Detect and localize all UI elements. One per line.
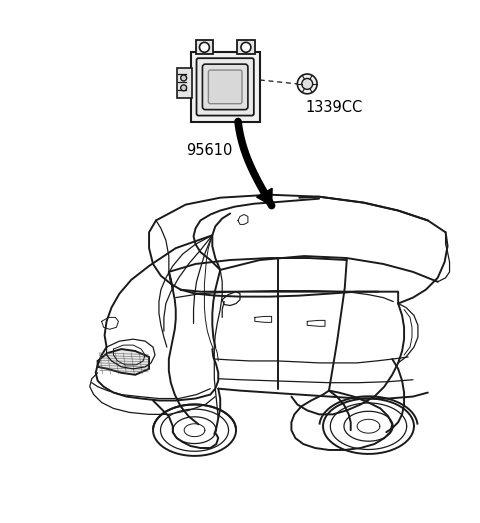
Circle shape xyxy=(302,78,312,89)
Circle shape xyxy=(180,85,187,91)
FancyBboxPatch shape xyxy=(195,40,213,54)
Text: 95610: 95610 xyxy=(186,143,232,158)
FancyBboxPatch shape xyxy=(191,52,260,121)
Circle shape xyxy=(241,42,251,52)
Circle shape xyxy=(180,75,187,81)
FancyBboxPatch shape xyxy=(208,70,242,104)
Circle shape xyxy=(200,42,209,52)
Polygon shape xyxy=(97,349,149,375)
Circle shape xyxy=(297,74,317,94)
FancyBboxPatch shape xyxy=(196,58,254,116)
FancyBboxPatch shape xyxy=(177,68,192,98)
Polygon shape xyxy=(257,188,272,206)
Text: 1339CC: 1339CC xyxy=(305,99,362,115)
FancyBboxPatch shape xyxy=(203,64,248,110)
FancyBboxPatch shape xyxy=(237,40,255,54)
